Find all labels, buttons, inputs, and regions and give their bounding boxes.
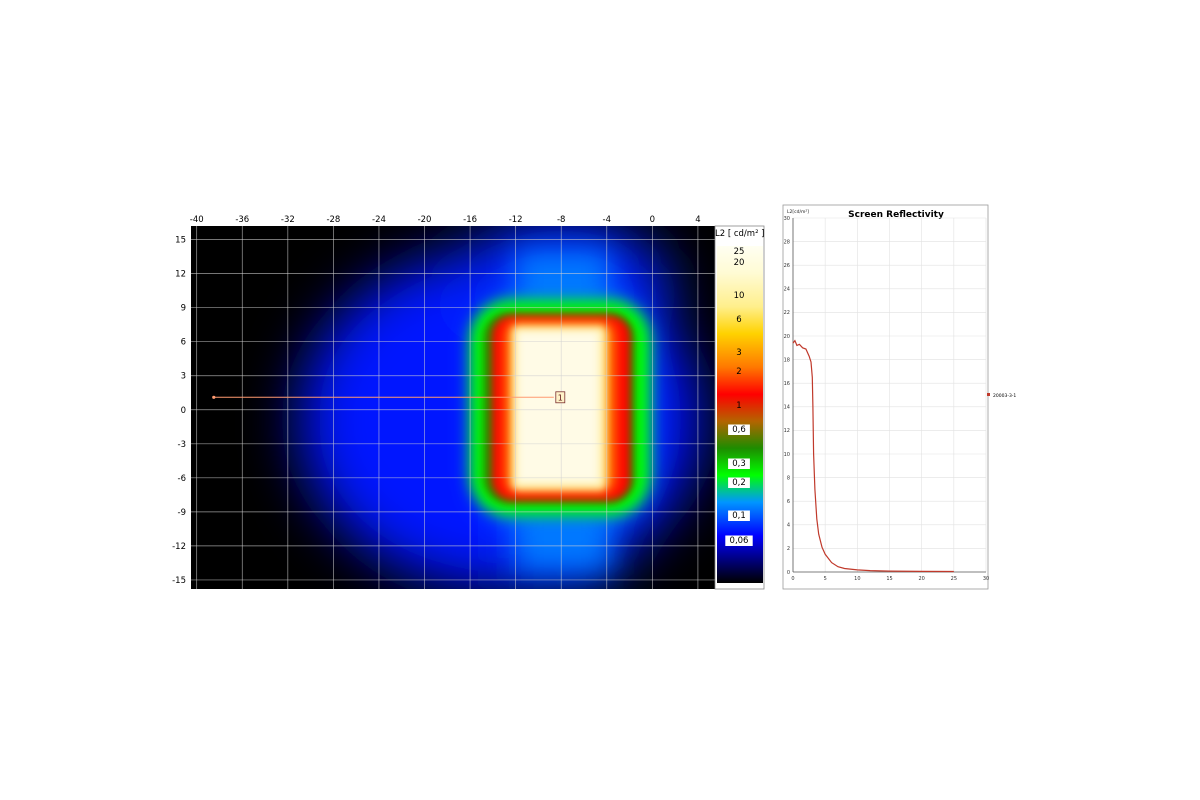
- profile-marker-box[interactable]: [555, 391, 566, 404]
- colorbar-label: 20: [734, 258, 745, 268]
- series-line-20003-3-1[interactable]: [792, 339, 954, 573]
- line-chart-y-tick: 20: [784, 334, 790, 340]
- heatmap-y-tick: 3: [181, 372, 186, 382]
- heatmap-y-tick: -12: [172, 542, 186, 552]
- colorbar-label: 10: [734, 291, 745, 301]
- colorbar-label: 25: [734, 247, 745, 257]
- legend-series-name: 20003-3-1: [993, 393, 1016, 399]
- heatmap-x-tick: 4: [695, 215, 700, 225]
- colorbar-label: 2: [736, 367, 741, 377]
- line-chart-x-tick: 10: [854, 576, 860, 582]
- heatmap-grid: [191, 226, 715, 589]
- line-chart-title: Screen Reflectivity: [848, 210, 944, 220]
- heatmap-y-tick: -9: [178, 508, 186, 518]
- line-chart-y-tick: 18: [784, 357, 790, 363]
- colorbar-title: L2 [ cd/m² ]: [715, 229, 765, 239]
- heatmap-x-tick: -4: [603, 215, 611, 225]
- colorbar-gradient: [717, 246, 763, 583]
- line-chart-frame: [782, 204, 989, 590]
- line-chart-y-tick: 0: [787, 570, 790, 576]
- line-chart-x-tick: 25: [951, 576, 957, 582]
- line-chart-x-tick: 0: [791, 576, 794, 582]
- heatmap-x-tick: -12: [509, 215, 523, 225]
- line-chart-x-tick: 5: [824, 576, 827, 582]
- profile-line[interactable]: 1: [212, 391, 566, 404]
- heatmap-x-tick: -8: [557, 215, 565, 225]
- heatmap-x-tick: -24: [372, 215, 386, 225]
- line-chart-y-tick: 2: [787, 546, 790, 552]
- colorbar-label: 0,6: [732, 425, 746, 435]
- line-chart-y-tick: 12: [784, 428, 790, 434]
- line-chart-legend: 20003-3-1: [987, 393, 1016, 399]
- line-chart-y-tick: 14: [784, 405, 790, 411]
- heatmap-x-tick: -28: [326, 215, 340, 225]
- heatmap-y-tick: 15: [175, 236, 186, 246]
- line-chart-y-tick: 28: [784, 239, 790, 245]
- line-chart-axes: [792, 218, 986, 573]
- colorbar-label-bg: [728, 477, 750, 488]
- heatmap-x-tick-labels: -40 -36 -32 -28 -24 -20 -16 -12 -8 -4 0 4: [190, 215, 701, 225]
- line-chart-x-tick: 30: [983, 576, 989, 582]
- heatmap-x-tick: -40: [190, 215, 204, 225]
- line-chart-y-tick: 22: [784, 310, 790, 316]
- line-chart-y-tick: 6: [787, 499, 790, 505]
- line-chart-y-tick: 8: [787, 475, 790, 481]
- heatmap-y-tick: 6: [181, 338, 186, 348]
- heatmap-y-tick: -3: [178, 440, 186, 450]
- colorbar-label: 0,2: [732, 478, 746, 488]
- colorbar-label: 0,06: [730, 536, 749, 546]
- heatmap-y-tick: 12: [175, 270, 186, 280]
- colorbar-label: 0,3: [732, 459, 746, 469]
- colorbar-label-bg: [728, 458, 750, 469]
- line-chart-y-label: L2[cd/m²]: [787, 209, 809, 215]
- profile-start-point[interactable]: [212, 395, 216, 399]
- line-chart-x-tick: 15: [886, 576, 892, 582]
- colorbar-label: 1: [736, 401, 741, 411]
- colorbar-label: 6: [736, 315, 741, 325]
- heatmap-x-tick: -20: [418, 215, 432, 225]
- heatmap-y-tick-labels: 15 12 9 6 3 0 -3 -6 -9 -12 -15: [172, 236, 186, 586]
- line-chart-y-tick: 26: [784, 263, 790, 269]
- colorbar-label: 0,1: [732, 511, 746, 521]
- heatmap-y-tick: -6: [178, 474, 186, 484]
- heatmap-bright-core: [512, 326, 606, 490]
- profile-marker-label: 1: [558, 393, 563, 402]
- line-chart-x-tick: 20: [918, 576, 924, 582]
- heatmap-x-tick: -32: [281, 215, 295, 225]
- line-chart-y-tick: 4: [787, 523, 790, 529]
- line-chart-y-tick: 24: [784, 287, 790, 293]
- heatmap-y-tick: -15: [172, 576, 186, 586]
- line-chart-y-tick: 10: [784, 452, 790, 458]
- line-chart-y-tick: 16: [784, 381, 790, 387]
- colorbar-label-bg: [728, 510, 750, 521]
- heatmap-x-tick: -36: [235, 215, 249, 225]
- heatmap-x-tick: 0: [650, 215, 655, 225]
- luminance-heatmap: -40 -36 -32 -28 -24 -20 -16 -12 -8 -4 0 4 15129630-…: [172, 215, 715, 589]
- colorbar-label-bg: [725, 535, 753, 546]
- screen-reflectivity-chart: Screen Reflectivity L2[cd/m²] 0 5 10 15 20 25…: [782, 204, 1016, 590]
- line-chart-x-tick-labels: 0 5 10 15 20 25 30: [791, 576, 989, 582]
- heatmap-y-tick: 9: [181, 304, 186, 314]
- line-chart-y-tick: 30: [784, 216, 790, 222]
- colorbar-label: 3: [736, 348, 741, 358]
- heatmap-x-tick: -16: [463, 215, 477, 225]
- line-chart-grid: [793, 217, 987, 572]
- legend-swatch: [987, 393, 990, 396]
- heatmap-y-tick: 0: [181, 406, 186, 416]
- colorbar-label-bg: [728, 424, 750, 435]
